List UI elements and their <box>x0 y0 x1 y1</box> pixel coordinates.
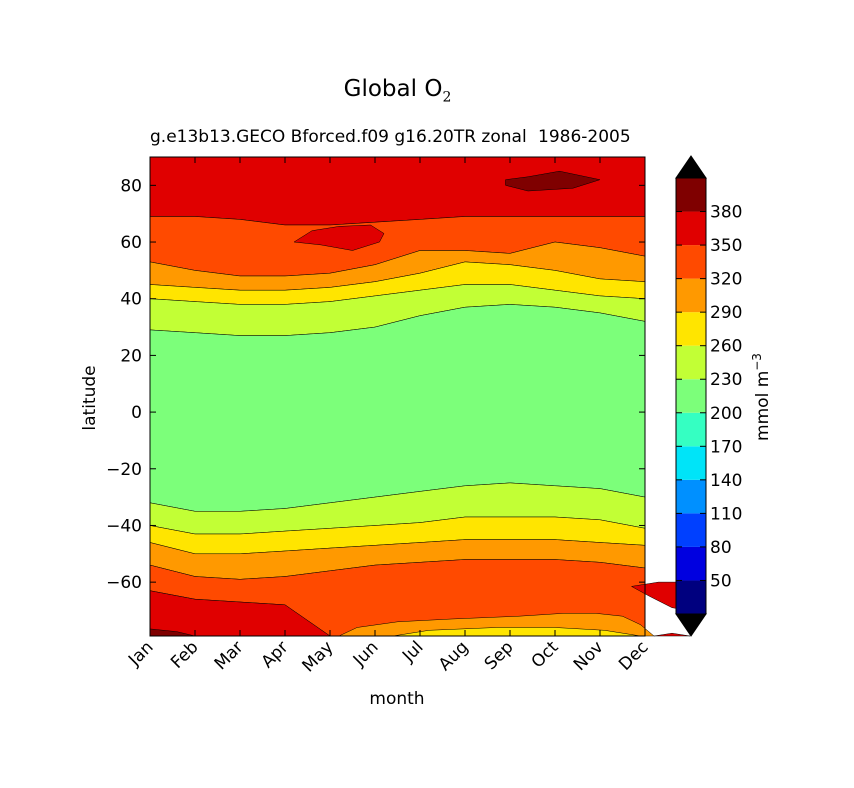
y-tick-label: 20 <box>120 346 142 366</box>
chart-title-subscript: 2 <box>442 89 452 106</box>
contour-band-350-380-0 <box>149 156 646 226</box>
x-tick-label: Jan <box>124 637 157 670</box>
x-tick-label: Feb <box>167 637 202 672</box>
colorbar-segment <box>676 412 706 447</box>
colorbar-frame <box>675 177 707 615</box>
colorbar-tick-label: 260 <box>710 337 742 357</box>
chart-title-text: Global O <box>343 76 443 102</box>
y-tick-label: 80 <box>120 176 142 196</box>
x-tick-label: Dec <box>615 637 652 674</box>
contour-band-200-230-5 <box>149 304 646 512</box>
colorbar-segment <box>676 312 706 346</box>
colorbar-tick-label: 350 <box>710 236 742 256</box>
colorbar-tick-label: 230 <box>710 370 742 390</box>
colorbar-segment <box>676 178 706 212</box>
plot-frame <box>149 156 646 637</box>
y-tick-label: −40 <box>106 516 142 536</box>
colorbar-label-text: mmol m <box>753 371 773 441</box>
colorbar-segment <box>676 446 706 480</box>
colorbar-extend-max <box>675 155 707 179</box>
x-tick-label: May <box>299 637 338 676</box>
chart-subtitle: g.e13b13.GECO Bforced.f09 g16.20TR zonal <box>150 127 527 147</box>
y-tick-label: 40 <box>120 290 142 310</box>
colorbar-tick-label: 80 <box>710 538 732 558</box>
colorbar-tick-label: 170 <box>710 437 742 457</box>
colorbar-segment <box>676 345 706 380</box>
colorbar-tick-label: 320 <box>710 270 742 290</box>
colorbar-tick-label: 50 <box>710 571 732 591</box>
colorbar-segment <box>676 513 706 547</box>
colorbar-segment <box>676 379 706 413</box>
contour-patch-350-380-5 <box>653 632 691 637</box>
colorbar-tick-label: 380 <box>710 203 742 223</box>
colorbar-tick-label: 290 <box>710 303 742 323</box>
colorbar-tick-label: 110 <box>710 504 742 524</box>
chart-title: Global O2 <box>150 76 645 106</box>
colorbar-segment <box>676 245 706 279</box>
x-tick-label: Oct <box>528 637 563 672</box>
x-tick-label: Nov <box>570 637 608 675</box>
colorbar-tick-label: 140 <box>710 471 742 491</box>
y-axis-label: latitude <box>80 365 100 430</box>
x-tick-label: Sep <box>481 637 518 674</box>
x-tick-label: Jul <box>398 637 427 666</box>
colorbar: 50 80 110 140 170 200 230 260 290 320 350 380 <box>675 155 742 637</box>
colorbar-segment <box>676 580 706 614</box>
contour-patch-350-380-1 <box>293 224 385 251</box>
colorbar-label-sup: −3 <box>750 353 764 371</box>
colorbar-segment <box>676 278 706 313</box>
colorbar-segment <box>676 211 706 246</box>
contour-patch-380-410-0 <box>505 170 601 192</box>
y-tick-label: −20 <box>106 460 142 480</box>
colorbar-segment <box>676 479 706 514</box>
colorbar-extend-min <box>675 613 707 637</box>
y-tick-label: 0 <box>131 403 142 423</box>
plot-area <box>149 156 691 637</box>
chart-subtitle-years: 1986-2005 <box>538 127 631 147</box>
y-tick-label: −60 <box>106 573 142 593</box>
colorbar-tick-label: 200 <box>710 404 742 424</box>
colorbar-segment <box>676 546 706 581</box>
x-tick-label: Jun <box>349 637 383 671</box>
x-tick-label: Apr <box>258 637 293 672</box>
colorbar-label: mmol m−3 <box>750 353 773 441</box>
x-tick-label: Aug <box>435 637 473 675</box>
y-tick-label: 60 <box>120 233 142 253</box>
x-axis-label: month <box>369 689 424 709</box>
x-tick-label: Mar <box>211 637 248 674</box>
